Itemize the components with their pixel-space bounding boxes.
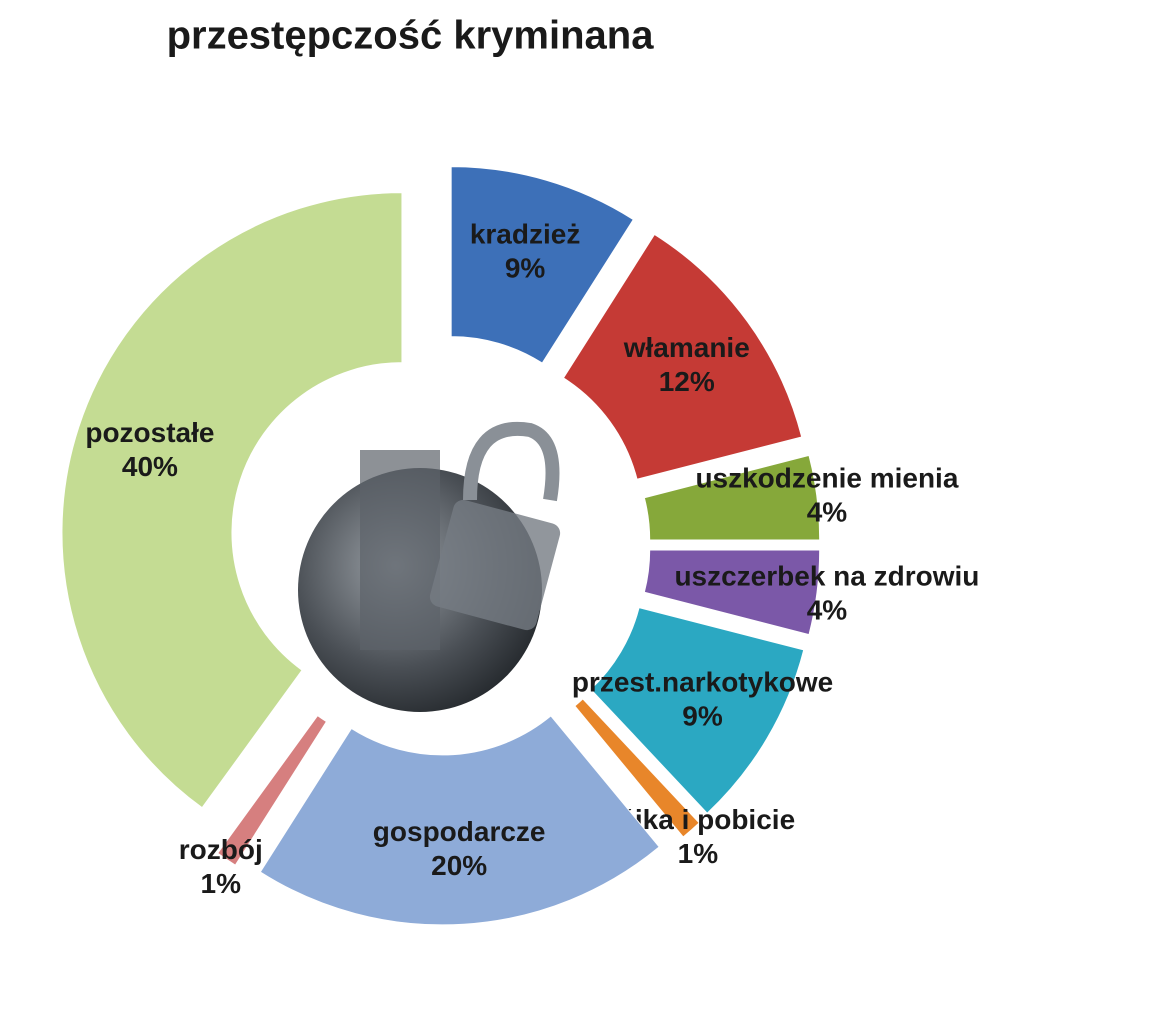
value-label: 9%	[505, 253, 546, 284]
pie-slice	[643, 454, 821, 541]
pie-slice	[450, 166, 635, 364]
slice-label: gospodarcze	[373, 816, 546, 847]
value-label: 4%	[807, 497, 848, 528]
pie-slice	[590, 607, 805, 814]
center-image	[298, 421, 561, 712]
pie-slice	[643, 549, 821, 636]
shackle	[463, 421, 560, 502]
slice-label: kradzież	[470, 219, 581, 250]
chart-title: przestępczość kryminana	[167, 14, 655, 58]
pie-slice	[562, 233, 803, 480]
value-label: 9%	[682, 701, 723, 732]
value-label: 4%	[807, 594, 848, 625]
pie-slice	[61, 192, 403, 809]
pie-slice	[574, 698, 700, 838]
slice-label: rozbój	[179, 834, 263, 865]
value-label: 12%	[659, 366, 715, 397]
slice-label: uszczerbek na zdrowiu	[674, 560, 979, 591]
value-label: 1%	[201, 868, 242, 899]
slice-label: pozostałe	[85, 417, 214, 448]
value-label: 40%	[122, 451, 178, 482]
slice-label: uszkodzenie mienia	[695, 463, 958, 494]
value-label: 20%	[431, 850, 487, 881]
pie-slice	[216, 714, 328, 866]
pie-slice	[259, 715, 660, 926]
lock-plate	[360, 450, 440, 650]
slice-label: przest.narkotykowe	[572, 667, 833, 698]
padlock	[429, 499, 561, 631]
value-label: 1%	[678, 838, 719, 869]
slice-label: włamanie	[623, 332, 750, 363]
